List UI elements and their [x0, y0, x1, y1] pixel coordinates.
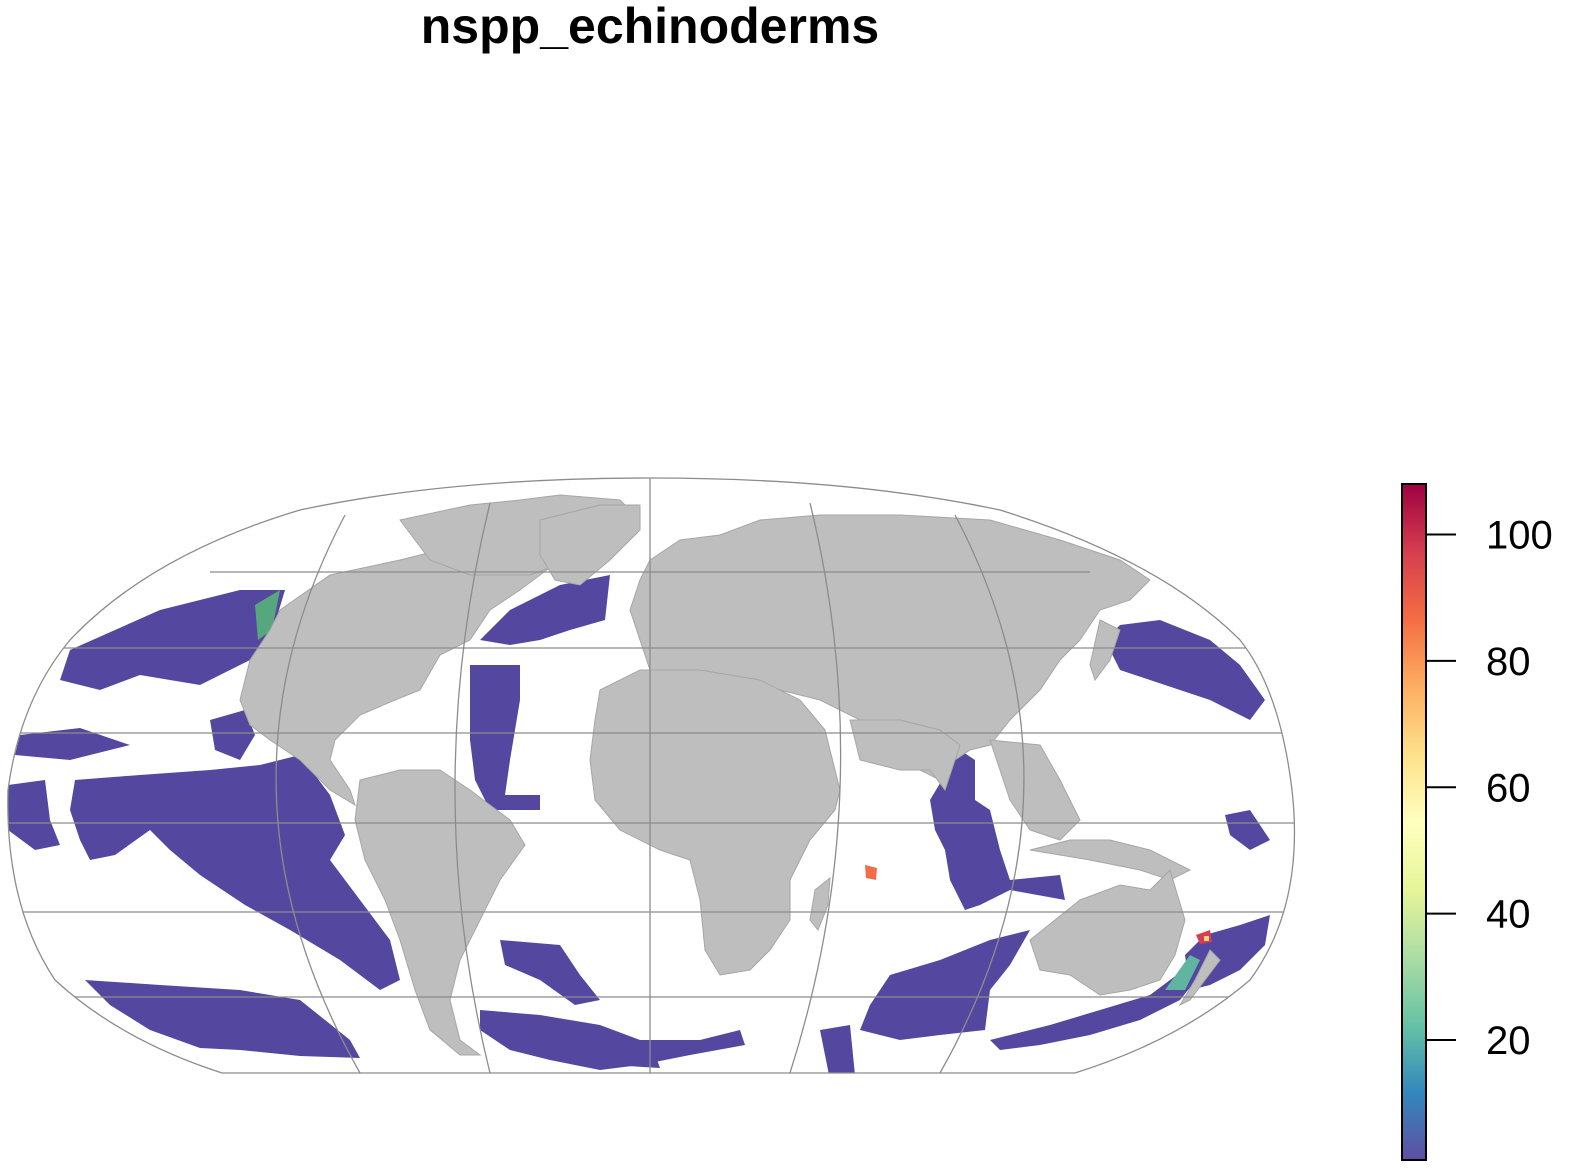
richness-madagascar-hotspot	[865, 865, 877, 880]
richness-south-indian-ocean	[860, 930, 1030, 1040]
legend-tick-label: 60	[1486, 766, 1531, 810]
richness-western-pacific	[1225, 810, 1270, 850]
greenland	[540, 505, 640, 585]
antarctica	[440, 1085, 950, 1165]
southeast-asia	[990, 740, 1080, 840]
legend-tick-label: 20	[1486, 1019, 1531, 1063]
color-legend: 20 40 60 80 100	[1402, 484, 1553, 1160]
richness-mid-atlantic	[470, 665, 540, 810]
richness-nz-hotspot-2	[1204, 936, 1209, 941]
richness-eastern-pacific	[8, 780, 60, 850]
richness-southwest-pacific	[820, 1025, 855, 1080]
legend-tick-label: 40	[1486, 893, 1531, 937]
legend-tick-label: 100	[1486, 514, 1553, 558]
land-layer	[240, 495, 1220, 1165]
world-map	[5, 478, 1295, 1165]
legend-ticks: 20 40 60 80 100	[1426, 514, 1553, 1063]
legend-tick-label: 80	[1486, 640, 1531, 684]
richness-south-atlantic	[500, 940, 600, 1005]
richness-south-pacific	[85, 980, 360, 1058]
legend-colorbar	[1402, 484, 1426, 1160]
richness-northwest-pacific	[1105, 620, 1265, 720]
